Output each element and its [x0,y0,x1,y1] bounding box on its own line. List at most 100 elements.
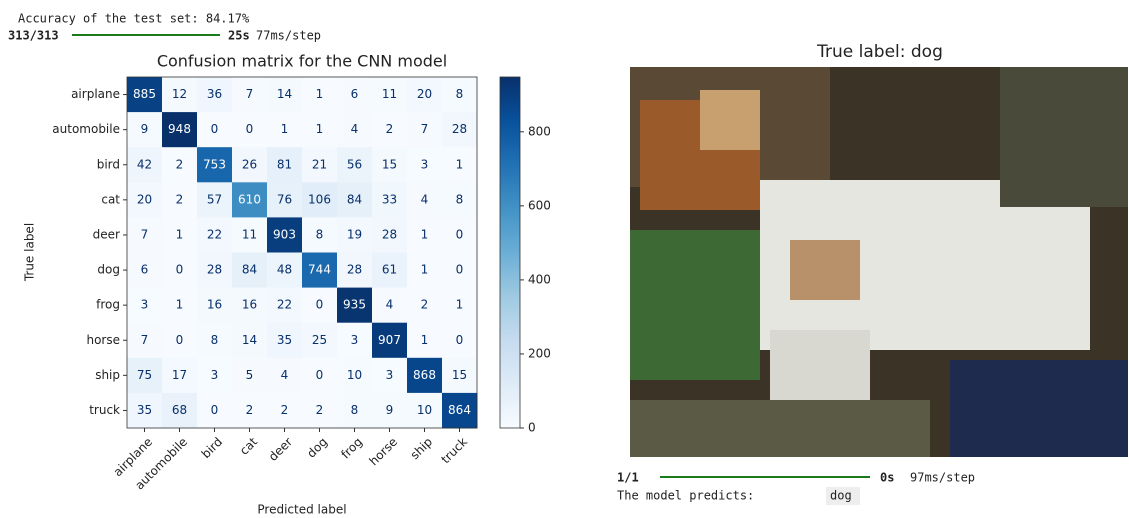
cell-label: 948 [168,122,191,136]
cell-label: 56 [347,157,362,171]
page: Accuracy of the test set: 84.17% 313/313… [0,0,1129,518]
x-tick-label: horse [366,435,400,469]
cell-label: 0 [211,122,219,136]
x-axis-label: Predicted label [257,503,346,517]
progress-steps: 313/313 [8,29,59,43]
x-tick-label: deer [266,435,295,464]
cell-label: 8 [316,227,324,241]
cell-label: 935 [343,298,366,312]
cell-label: 76 [277,192,292,206]
cell-label: 28 [452,122,467,136]
cell-label: 4 [421,192,429,206]
cell-label: 0 [456,263,464,277]
cell-label: 3 [421,157,429,171]
cell-label: 7 [246,87,254,101]
predict-steps: 1/1 [617,471,639,485]
y-tick-label: cat [101,192,120,206]
y-tick-label: truck [89,403,120,417]
cell-label: 864 [448,403,471,417]
cell-label: 8 [456,192,464,206]
cell-label: 10 [417,403,432,417]
cell-label: 3 [211,368,219,382]
chart-title: Confusion matrix for the CNN model [157,52,447,71]
cell-label: 868 [413,368,436,382]
cell-label: 1 [176,298,184,312]
colorbar-tick-label: 0 [528,421,536,435]
x-tick-label: bird [199,435,225,461]
cell-label: 0 [246,122,254,136]
cell-label: 7 [421,122,429,136]
colorbar-tick-label: 400 [528,272,551,286]
cell-label: 14 [277,87,292,101]
x-tick-label: dog [304,435,330,461]
cell-label: 33 [382,192,397,206]
cell-label: 28 [382,227,397,241]
prediction-label: The model predicts: [617,489,754,503]
x-tick-label: cat [237,434,260,457]
x-tick-label: ship [408,435,435,462]
cell-label: 6 [351,87,359,101]
cell-label: 57 [207,192,222,206]
cell-label: 1 [176,227,184,241]
cell-label: 15 [382,157,397,171]
cell-label: 3 [386,368,394,382]
cell-label: 106 [308,192,331,206]
cell-label: 35 [277,333,292,347]
cell-label: 0 [211,403,219,417]
cell-label: 48 [277,263,292,277]
cell-label: 0 [316,368,324,382]
cell-label: 2 [386,122,394,136]
cell-label: 4 [386,298,394,312]
cell-label: 28 [347,263,362,277]
cell-label: 0 [176,333,184,347]
cell-label: 75 [137,368,152,382]
cell-label: 81 [277,157,292,171]
cell-label: 1 [421,227,429,241]
cell-label: 20 [417,87,432,101]
cell-label: 4 [281,368,289,382]
y-tick-label: airplane [71,87,120,101]
y-axis-label: True label [23,223,37,282]
cell-label: 903 [273,227,296,241]
cell-label: 22 [277,298,292,312]
x-tick-label: frog [338,435,365,462]
progress-time: 25s [228,29,250,43]
cell-label: 20 [137,192,152,206]
cell-label: 3 [141,298,149,312]
cell-label: 7 [141,227,149,241]
cell-label: 6 [141,263,149,277]
prediction-value: dog [830,489,852,503]
cell-label: 84 [242,263,257,277]
cell-label: 1 [456,157,464,171]
cell-label: 11 [242,227,257,241]
y-tick-label: deer [93,227,120,241]
cell-label: 610 [238,192,261,206]
cell-label: 10 [347,368,362,382]
cell-label: 0 [456,333,464,347]
cell-label: 16 [207,298,222,312]
y-tick-label: frog [96,298,120,312]
cell-label: 35 [137,403,152,417]
cell-label: 7 [141,333,149,347]
cell-label: 2 [176,192,184,206]
cell-label: 885 [133,87,156,101]
notebook-output: Accuracy of the test set: 84.17% 313/313… [0,0,1129,518]
cell-label: 3 [351,333,359,347]
cell-label: 61 [382,263,397,277]
cell-label: 0 [176,263,184,277]
cell-label: 2 [246,403,254,417]
cell-label: 5 [246,368,254,382]
cell-label: 36 [207,87,222,101]
cell-label: 2 [176,157,184,171]
cell-label: 8 [211,333,219,347]
cell-label: 8 [456,87,464,101]
predict-rate: 97ms/step [910,471,975,485]
predict-time: 0s [880,471,894,485]
cell-label: 42 [137,157,152,171]
cell-label: 15 [452,368,467,382]
cell-label: 16 [242,298,257,312]
cell-label: 2 [421,298,429,312]
cell-label: 9 [386,403,394,417]
progress-rate: 77ms/step [256,29,321,43]
colorbar-tick-label: 800 [528,124,551,138]
